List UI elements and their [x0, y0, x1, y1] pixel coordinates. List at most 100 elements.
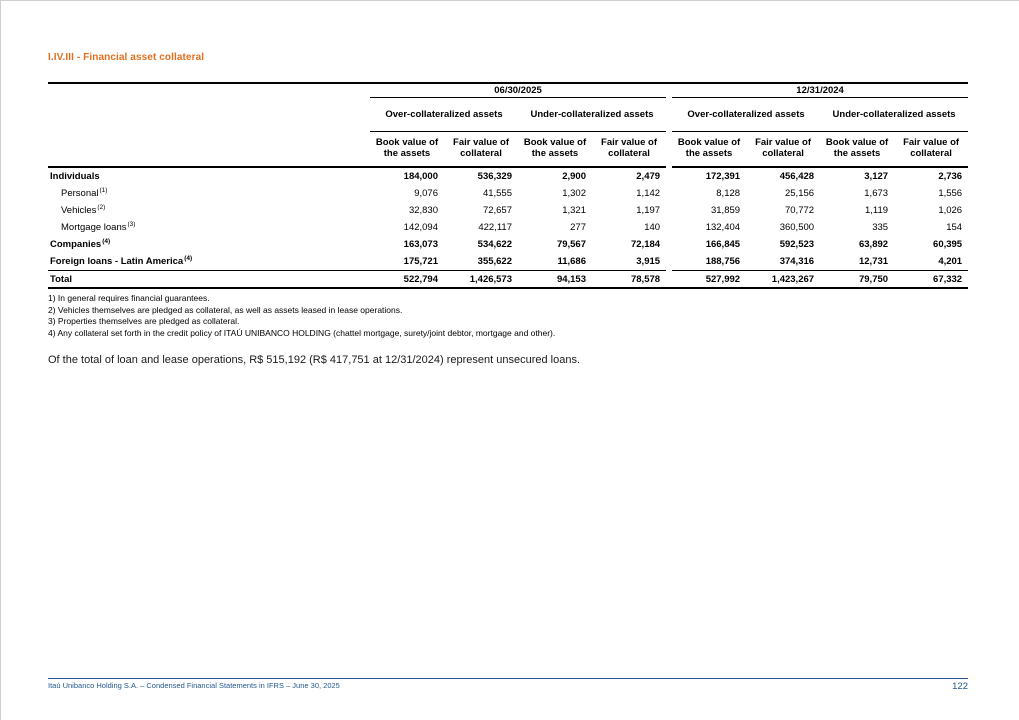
period-header-row: 06/30/2025 12/31/2024 [48, 82, 969, 98]
cell-value: 67,332 [894, 270, 969, 289]
cell-value: 422,117 [478, 222, 512, 233]
cell-value: 172,391 [705, 171, 741, 182]
cell-value: 3,127 [864, 171, 889, 182]
under-collateralized-header: Under-collateralized assets [518, 97, 667, 132]
table-row-individuals: Individuals 184,000 536,329 2,900 2,479 … [48, 167, 968, 185]
cell-value: 1,142 [636, 188, 661, 199]
cell-value: 78,578 [592, 270, 667, 289]
footer-document-title: Itaú Unibanco Holding S.A. – Condensed F… [48, 681, 340, 690]
cell-value: 163,073 [403, 239, 438, 250]
book-value-header: Book value of the assets [672, 131, 747, 168]
cell-value: 60,395 [933, 239, 963, 250]
cell-value: 11,686 [557, 256, 586, 267]
footnote-4: 4) Any collateral set forth in the credi… [48, 327, 556, 338]
footnote-ref: (4) [102, 237, 111, 245]
cell-value: 41,555 [482, 188, 512, 199]
header-spacer-cell [48, 82, 370, 98]
header-spacer-cell [48, 98, 370, 132]
cell-value: 360,500 [779, 222, 815, 233]
page-footer: Itaú Unibanco Holding S.A. – Condensed F… [48, 678, 968, 692]
financial-asset-collateral-table: 06/30/2025 12/31/2024 Over-collateralize… [48, 82, 969, 289]
cell-value: 2,900 [562, 171, 586, 182]
cell-value: 132,404 [705, 222, 741, 233]
header-spacer-cell [48, 131, 370, 168]
book-value-header: Book value of the assets [820, 131, 895, 168]
book-value-header: Book value of the assets [370, 131, 444, 168]
cell-value: 94,153 [518, 270, 592, 289]
row-label-text: Companies [50, 239, 102, 250]
period-header-2024: 12/31/2024 [672, 82, 969, 98]
cell-value: 25,156 [784, 188, 815, 199]
table-row-foreign-loans: Foreign loans - Latin America(4) 175,721… [48, 253, 968, 271]
footnote-ref: (2) [97, 203, 106, 211]
cell-value: 166,845 [705, 239, 741, 250]
under-collateralized-header: Under-collateralized assets [820, 97, 969, 132]
cell-value: 32,830 [408, 205, 438, 216]
cell-value: 3,915 [636, 256, 661, 267]
over-collateralized-header: Over-collateralized assets [370, 97, 518, 132]
row-label-text: Individuals [50, 171, 100, 182]
value-header-row: Book value of the assets Fair value of c… [48, 131, 969, 168]
cell-value: 79,567 [556, 239, 586, 250]
cell-value: 70,772 [784, 205, 815, 216]
cell-value: 1,026 [938, 205, 963, 216]
cell-value: 536,329 [477, 171, 512, 182]
footnotes: 1) In general requires financial guarant… [48, 293, 968, 339]
cell-value: 355,622 [477, 256, 512, 267]
cell-value: 184,000 [403, 171, 438, 182]
cell-value: 140 [644, 222, 661, 233]
cell-value: 1,302 [562, 188, 586, 199]
period-header-2025: 06/30/2025 [370, 82, 667, 98]
cell-value: 522,794 [370, 270, 444, 289]
cell-value: 142,094 [403, 222, 438, 233]
footnote-3: 3) Properties themselves are pledged as … [48, 316, 240, 326]
cell-value: 335 [872, 222, 889, 233]
section-title: I.IV.III - Financial asset collateral [48, 52, 205, 63]
cell-value: 12,731 [858, 256, 889, 267]
fair-value-header: Fair value of collateral [894, 131, 969, 168]
cell-value: 188,756 [705, 256, 741, 267]
over-collateralized-header: Over-collateralized assets [672, 97, 821, 132]
cell-value: 72,657 [482, 205, 512, 216]
page-number: 122 [952, 681, 968, 692]
cell-value: 31,859 [710, 205, 741, 216]
row-label-text: Vehicles [61, 205, 97, 216]
cell-value: 527,992 [672, 270, 747, 289]
fair-value-header: Fair value of collateral [746, 131, 821, 168]
total-label: Total [48, 270, 370, 289]
row-label: Vehicles(2) [48, 202, 370, 219]
cell-value: 72,184 [630, 239, 661, 250]
table-row-mortgage-loans: Mortgage loans(3) 142,094 422,117 277 14… [48, 219, 968, 236]
collateral-group-header-row: Over-collateralized assets Under-collate… [48, 97, 969, 132]
row-label-text: Mortgage loans [61, 222, 127, 233]
cell-value: 9,076 [414, 188, 438, 199]
cell-value: 2,479 [636, 171, 661, 182]
cell-value: 456,428 [779, 171, 815, 182]
cell-value: 154 [946, 222, 963, 233]
cell-value: 1,556 [938, 188, 963, 199]
fair-value-header: Fair value of collateral [592, 131, 667, 168]
cell-value: 1,197 [636, 205, 661, 216]
cell-value: 1,426,573 [444, 270, 518, 289]
cell-value: 1,321 [562, 205, 586, 216]
book-value-header: Book value of the assets [518, 131, 592, 168]
page-content: I.IV.III - Financial asset collateral 06… [48, 52, 969, 366]
table-row-vehicles: Vehicles(2) 32,830 72,657 1,321 1,197 31… [48, 202, 968, 219]
cell-value: 63,892 [858, 239, 889, 250]
footnote-ref: (4) [184, 254, 193, 262]
cell-value: 1,423,267 [746, 270, 821, 289]
unsecured-loans-note: Of the total of loan and lease operation… [48, 354, 581, 366]
cell-value: 175,721 [403, 256, 438, 267]
fair-value-header: Fair value of collateral [444, 131, 518, 168]
table-row-personal: Personal(1) 9,076 41,555 1,302 1,142 8,1… [48, 185, 968, 202]
cell-value: 277 [570, 222, 586, 233]
table-row-companies: Companies(4) 163,073 534,622 79,567 72,1… [48, 236, 968, 253]
cell-value: 2,736 [938, 171, 963, 182]
cell-value: 4,201 [938, 256, 963, 267]
cell-value: 592,523 [779, 239, 815, 250]
group-gap [666, 82, 673, 98]
cell-value: 8,128 [716, 188, 741, 199]
group-gap [666, 270, 673, 289]
footnote-ref: (1) [99, 186, 108, 194]
cell-value: 1,119 [864, 205, 889, 216]
